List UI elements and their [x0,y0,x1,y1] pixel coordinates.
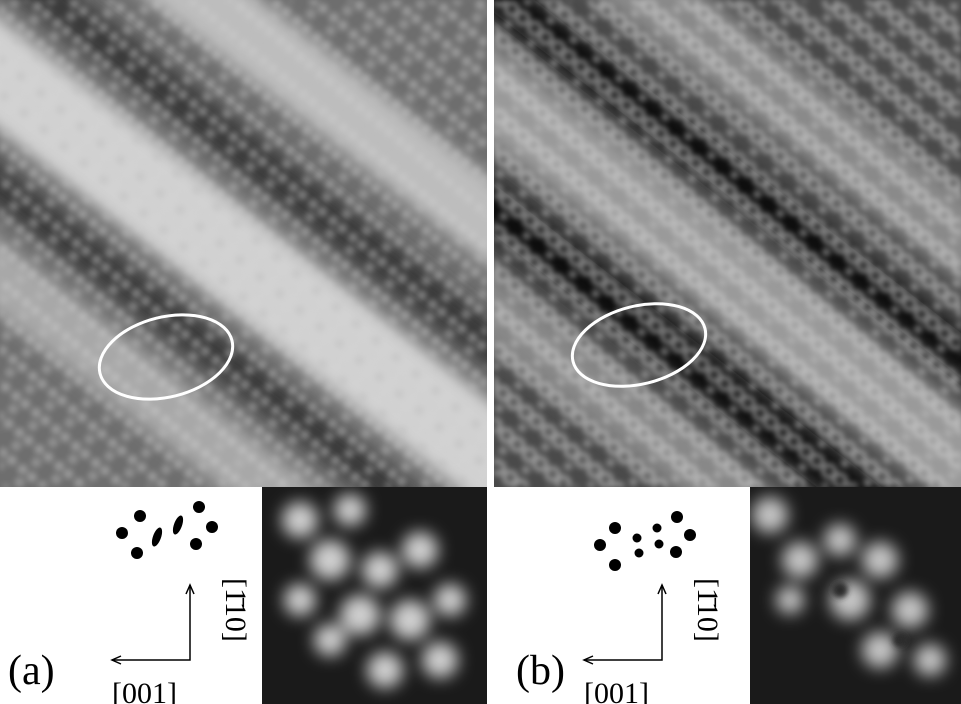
axis-label: [001] [112,677,177,704]
molecule-schematic-b [594,511,696,571]
panel-label: (a) [8,648,55,694]
inset-image-a [262,487,487,704]
molecule-schematic-a [116,501,218,559]
direction-axes-a [112,585,194,664]
axis-label: [001] [584,677,649,704]
axis-label: [1̄10] [691,578,724,642]
inset-image-b [750,487,961,704]
direction-axes-b [584,585,666,664]
panel-label: (b) [516,648,565,694]
figure: (a) [001] [1̄10] (b) [001] [1̄10] [0,0,961,704]
axis-label: [1̄10] [219,578,252,642]
